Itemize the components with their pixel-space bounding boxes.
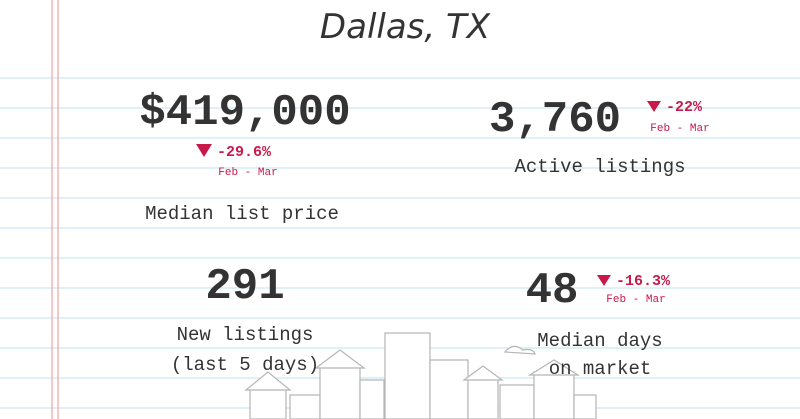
title: Dallas, TX <box>320 7 491 47</box>
stat-period: Feb - Mar <box>218 167 277 179</box>
stat-label: New listings <box>177 324 314 346</box>
stat-value: 48 <box>526 266 579 316</box>
down-arrow <box>196 144 212 157</box>
stat-value: $419,000 <box>139 88 350 138</box>
stat-value: 291 <box>205 262 284 312</box>
stat-label: Active listings <box>514 156 685 178</box>
skyline <box>244 332 597 419</box>
paper-lines <box>0 77 800 409</box>
stat-change: -16.3% <box>616 273 671 290</box>
stat-change: -29.6% <box>217 144 272 161</box>
stat-label: on market <box>549 358 652 380</box>
stat-period: Feb - Mar <box>650 123 709 135</box>
stat-label: Median days <box>537 330 662 352</box>
stat-label: (last 5 days) <box>171 354 319 376</box>
stat-period: Feb - Mar <box>606 294 665 306</box>
down-arrow <box>597 275 611 286</box>
down-arrow <box>647 101 661 112</box>
stat-change: -22% <box>666 99 703 116</box>
stat-value: 3,760 <box>489 95 621 145</box>
stat-label: Median list price <box>145 203 339 225</box>
